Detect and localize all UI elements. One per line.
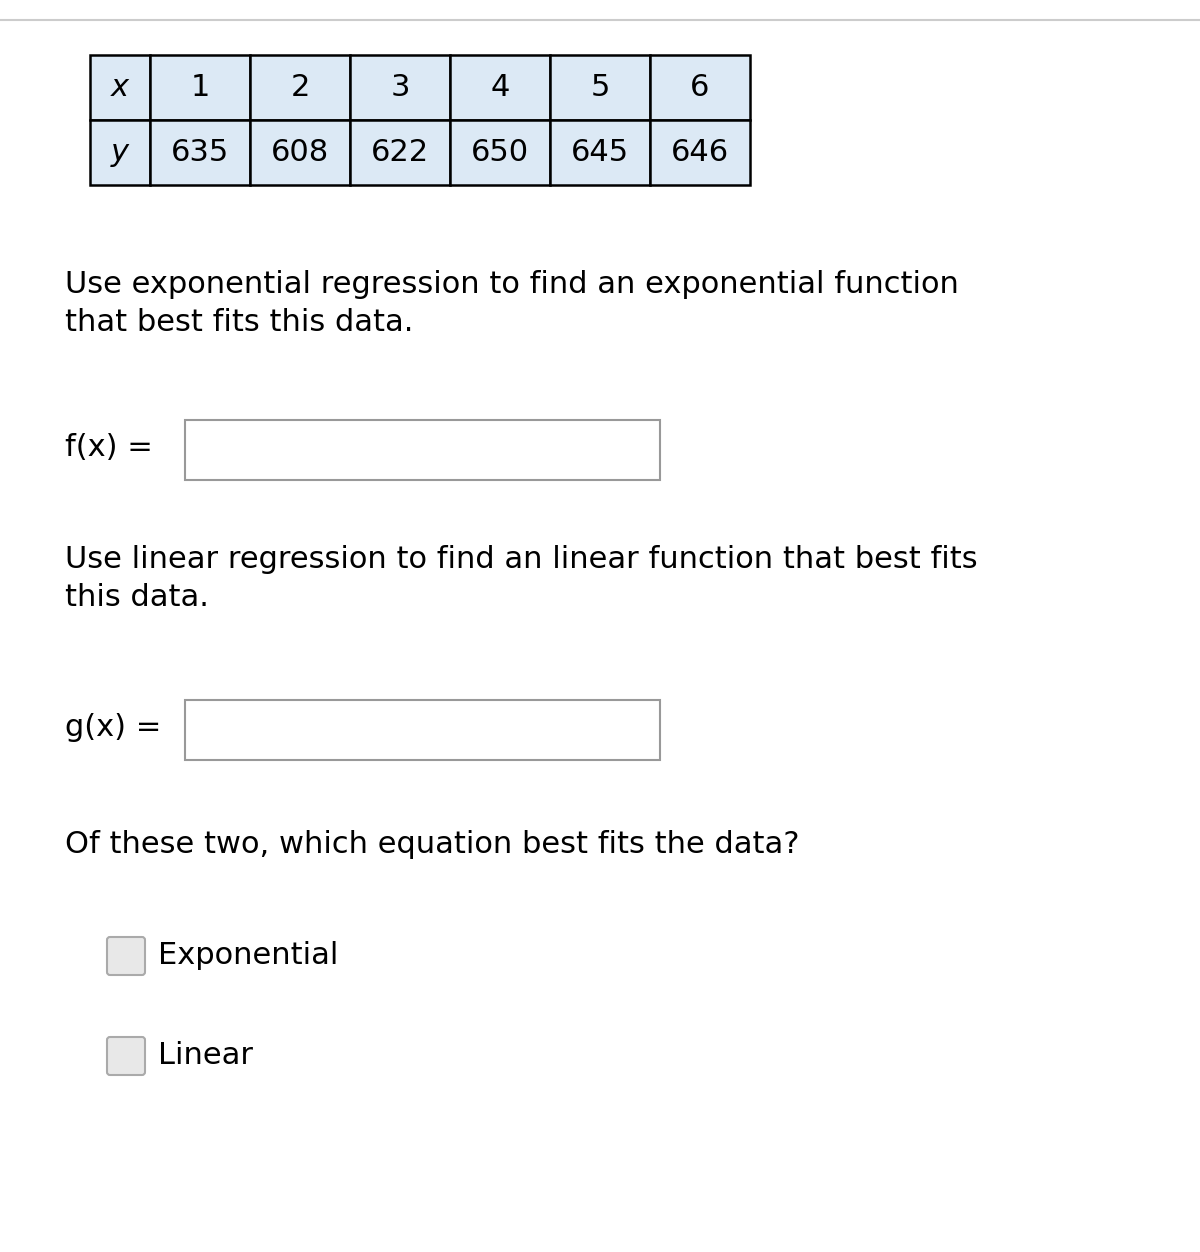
Text: 608: 608: [271, 138, 329, 167]
Text: y: y: [112, 138, 130, 167]
Text: Linear: Linear: [158, 1042, 253, 1070]
Bar: [450, 120, 550, 185]
Bar: [250, 120, 350, 185]
Bar: [90, 120, 150, 185]
Text: 635: 635: [170, 138, 229, 167]
Text: 1: 1: [191, 73, 210, 101]
Text: 6: 6: [690, 73, 709, 101]
FancyBboxPatch shape: [185, 419, 660, 480]
Bar: [90, 55, 150, 120]
Text: 645: 645: [571, 138, 629, 167]
Bar: [350, 120, 450, 185]
Bar: [150, 120, 250, 185]
Bar: [650, 55, 750, 120]
Text: Use exponential regression to find an exponential function: Use exponential regression to find an ex…: [65, 270, 959, 299]
Text: that best fits this data.: that best fits this data.: [65, 308, 413, 337]
Bar: [550, 55, 650, 120]
FancyBboxPatch shape: [185, 700, 660, 760]
Text: 3: 3: [390, 73, 409, 101]
Bar: [350, 55, 450, 120]
Text: 622: 622: [371, 138, 430, 167]
Text: g(x) =: g(x) =: [65, 714, 161, 742]
Bar: [550, 120, 650, 185]
Text: Of these two, which equation best fits the data?: Of these two, which equation best fits t…: [65, 830, 799, 859]
Text: Use linear regression to find an linear function that best fits: Use linear regression to find an linear …: [65, 545, 978, 573]
Text: f(x) =: f(x) =: [65, 433, 152, 462]
FancyBboxPatch shape: [107, 936, 145, 975]
Text: Exponential: Exponential: [158, 942, 338, 970]
Text: 2: 2: [290, 73, 310, 101]
FancyBboxPatch shape: [107, 1037, 145, 1075]
Bar: [250, 55, 350, 120]
Text: 5: 5: [590, 73, 610, 101]
Bar: [450, 55, 550, 120]
Text: 650: 650: [470, 138, 529, 167]
Text: this data.: this data.: [65, 583, 209, 612]
Text: x: x: [112, 73, 130, 101]
Text: 4: 4: [491, 73, 510, 101]
Text: 646: 646: [671, 138, 730, 167]
Bar: [650, 120, 750, 185]
Bar: [150, 55, 250, 120]
